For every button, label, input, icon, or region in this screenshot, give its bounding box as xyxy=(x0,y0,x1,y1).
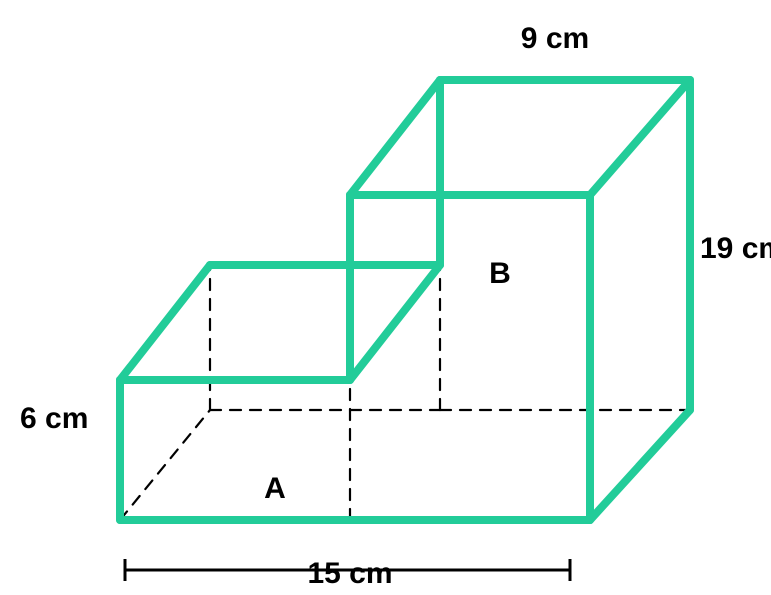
hidden-edge-back-left-diag xyxy=(120,410,210,520)
label-B: B xyxy=(489,257,511,290)
visible-edges xyxy=(120,80,690,520)
label-A: A xyxy=(264,472,286,505)
label-top: 9 cm xyxy=(521,22,589,55)
label-right: 19 cm xyxy=(700,232,771,265)
composite-prism-diagram: 9 cm 19 cm 6 cm 15 cm A B xyxy=(0,0,771,595)
edge-A-top-right-diag xyxy=(350,265,440,380)
edge-A-top-left-diag xyxy=(120,265,210,380)
label-bottom: 15 cm xyxy=(307,557,392,590)
label-left: 6 cm xyxy=(20,402,88,435)
edge-B-top-left-diag xyxy=(350,80,440,195)
edge-right-base-diag xyxy=(590,410,690,520)
edge-B-top-right-diag xyxy=(590,80,690,195)
